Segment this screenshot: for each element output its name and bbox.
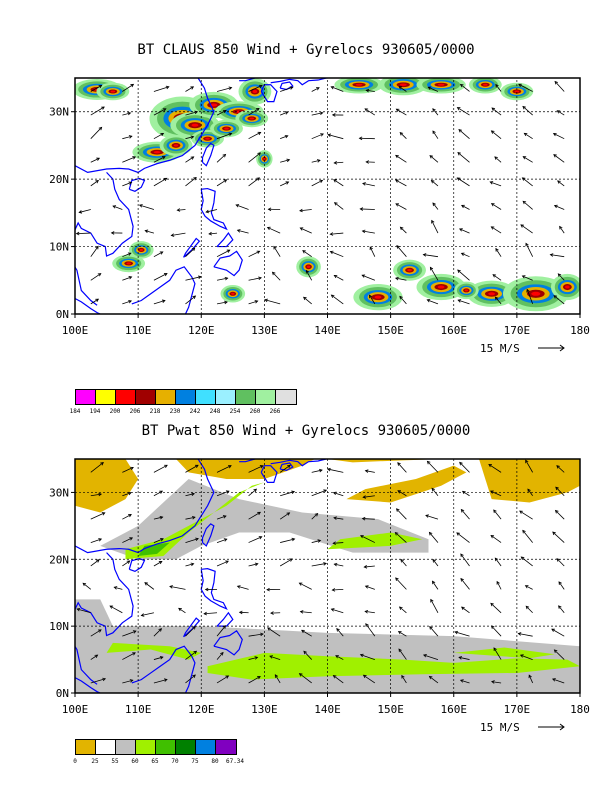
legend-label: 260	[249, 408, 261, 415]
legend-swatch	[76, 390, 96, 404]
legend-swatch	[136, 390, 156, 404]
wind-vectors	[76, 459, 565, 684]
legend-swatch	[96, 390, 116, 404]
lat-tick-label: 10N	[49, 620, 69, 633]
legend-label: 206	[129, 408, 141, 415]
legend-swatch	[216, 390, 236, 404]
legend-label: 0	[73, 758, 77, 765]
legend-label: 25	[91, 758, 99, 765]
lon-tick-label: 100E	[62, 703, 89, 716]
legend-swatch	[236, 390, 256, 404]
legend-swatch	[196, 390, 216, 404]
legend-swatch	[216, 740, 236, 754]
legend-label: 194	[89, 408, 101, 415]
wind-vectors	[75, 80, 565, 305]
legend-label: 200	[109, 408, 121, 415]
lat-tick-label: 30N	[49, 486, 69, 499]
map-panel-1: 100E 110E 120E 130E 140E 150E 160E 170E 180 0N 10N…	[49, 458, 590, 734]
bottom-panel-title: BT Pwat 850 Wind + Gyrelocs 930605/0000	[141, 423, 471, 439]
lon-tick-label: 100E	[62, 324, 89, 337]
lon-tick-label: 160E	[441, 703, 468, 716]
lat-tick-label: 0N	[56, 687, 69, 700]
legend-label: 75	[191, 758, 199, 765]
legend-swatch	[116, 390, 136, 404]
legend-label: 248	[209, 408, 221, 415]
map-panel-0: 100E 110E 120E 130E 140E 150E 160E 170E 180 0N 10N…	[49, 77, 590, 355]
legend-label: 80	[211, 758, 219, 765]
lat-tick-label: 30N	[49, 106, 69, 119]
legend-label: 55	[111, 758, 119, 765]
legend-swatch	[156, 390, 176, 404]
lat-tick-label: 20N	[49, 173, 69, 186]
lon-tick-label: 120E	[188, 324, 215, 337]
lon-tick-label: 130E	[251, 703, 278, 716]
legend-label: 254	[229, 408, 241, 415]
lon-tick-label: 110E	[125, 703, 152, 716]
legend-label: 266	[269, 408, 281, 415]
lon-tick-label: 110E	[125, 324, 152, 337]
vector-scale-label: 15 M/S	[480, 721, 520, 734]
legend-swatch	[96, 740, 116, 754]
lat-tick-label: 10N	[49, 241, 69, 254]
legend-label: 60	[131, 758, 139, 765]
vector-scale-label: 15 M/S	[480, 342, 520, 355]
legend-swatch	[176, 390, 196, 404]
legend-swatch	[276, 390, 296, 404]
legend-label: 67.34	[225, 758, 245, 765]
bottom-legend-colorbar	[75, 739, 237, 755]
lon-tick-label: 180	[570, 703, 590, 716]
top-legend-colorbar	[75, 389, 297, 405]
lon-tick-label: 130E	[251, 324, 278, 337]
lon-tick-label: 120E	[188, 703, 215, 716]
lon-tick-label: 150E	[377, 703, 404, 716]
top-panel-title: BT CLAUS 850 Wind + Gyrelocs 930605/0000	[137, 42, 475, 58]
legend-label: 230	[169, 408, 181, 415]
lat-tick-label: 20N	[49, 553, 69, 566]
legend-swatch	[76, 740, 96, 754]
legend-label: 218	[149, 408, 161, 415]
lon-tick-label: 150E	[377, 324, 404, 337]
lon-tick-label: 170E	[504, 324, 531, 337]
lon-tick-label: 170E	[504, 703, 531, 716]
legend-swatch	[116, 740, 136, 754]
legend-label: 65	[151, 758, 159, 765]
legend-swatch	[156, 740, 176, 754]
legend-label: 70	[171, 758, 179, 765]
legend-swatch	[136, 740, 156, 754]
lon-tick-label: 160E	[441, 324, 468, 337]
legend-swatch	[176, 740, 196, 754]
lon-tick-label: 140E	[314, 324, 341, 337]
legend-swatch	[196, 740, 216, 754]
lon-tick-label: 180	[570, 324, 590, 337]
lon-tick-label: 140E	[314, 703, 341, 716]
legend-swatch	[256, 390, 276, 404]
legend-label: 242	[189, 408, 201, 415]
lat-tick-label: 0N	[56, 308, 69, 321]
legend-label: 184	[69, 408, 81, 415]
